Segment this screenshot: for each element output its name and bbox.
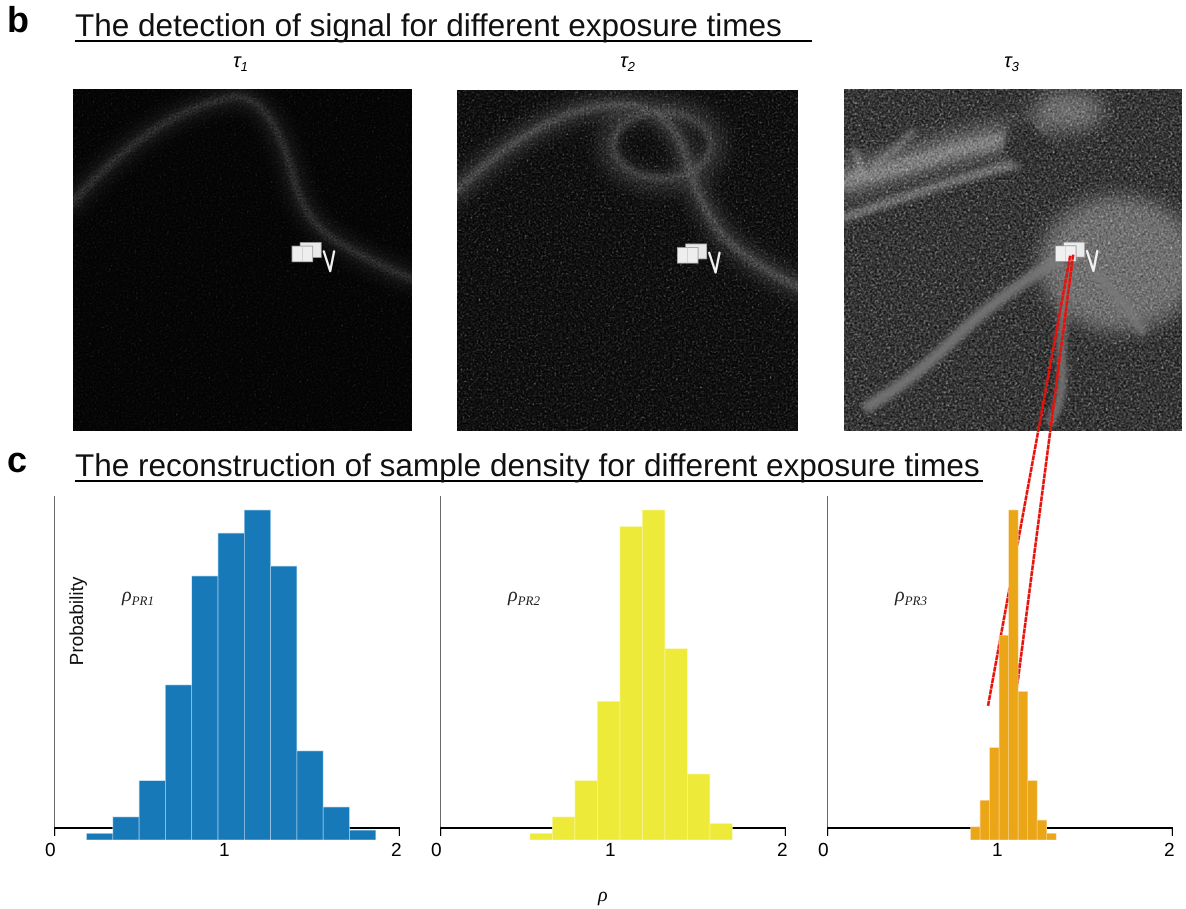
svg-text:ρPR2: ρPR2: [507, 584, 540, 608]
svg-text:ρPR3: ρPR3: [894, 584, 927, 608]
svg-text:ρPR1: ρPR1: [121, 584, 154, 608]
